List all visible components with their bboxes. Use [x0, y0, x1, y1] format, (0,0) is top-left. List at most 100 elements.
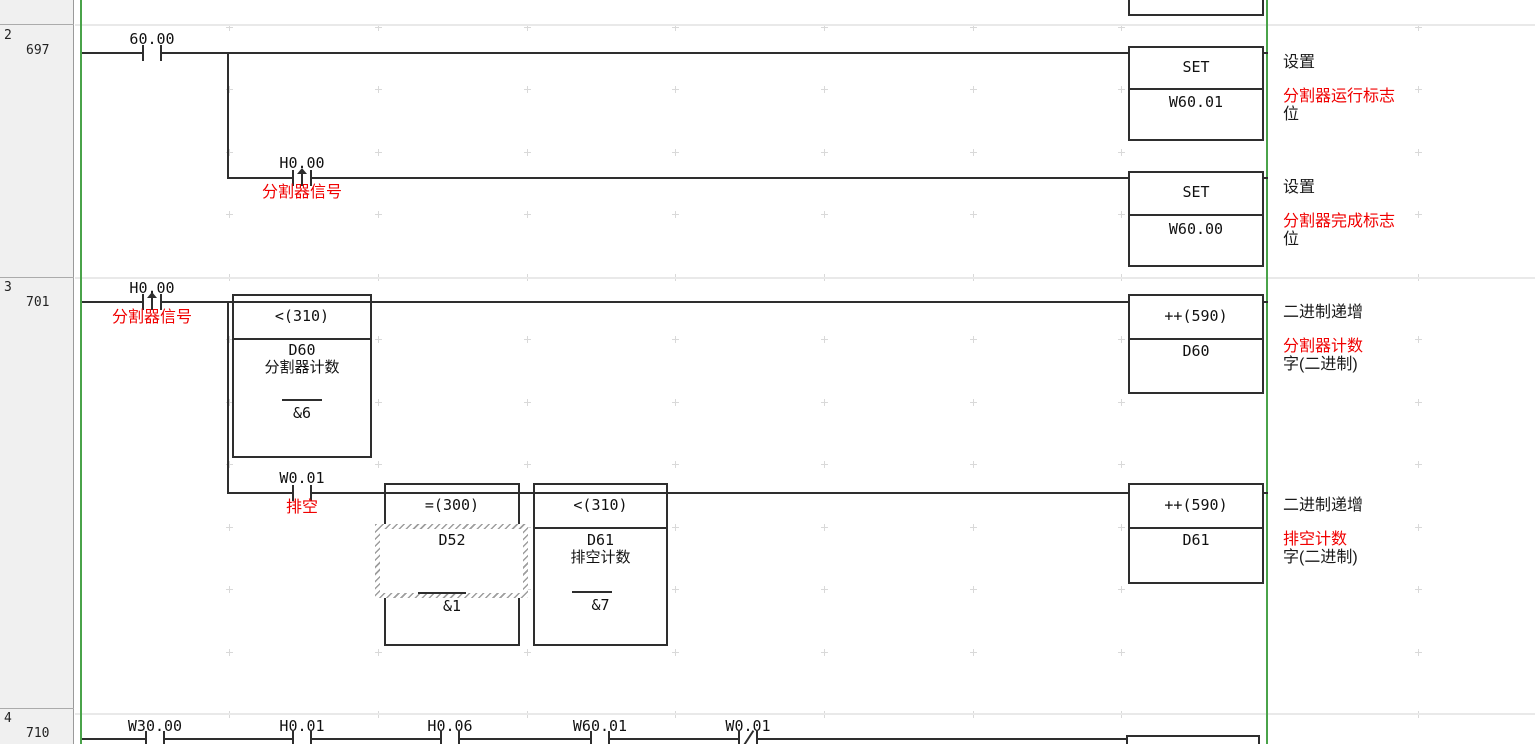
instruction-mnemonic: SET — [1182, 58, 1210, 76]
margin-cell-border — [0, 24, 74, 25]
operand: &1 — [442, 597, 462, 615]
contact-bar — [292, 485, 294, 501]
contact-address: 60.00 — [129, 30, 175, 48]
grid-dot — [226, 86, 233, 93]
wire — [1264, 492, 1268, 494]
contact-bar — [440, 731, 442, 744]
grid-dot — [672, 149, 679, 156]
grid-dot — [1415, 399, 1422, 406]
operand: W60.00 — [1168, 220, 1224, 238]
increment-instruction-block[interactable]: ++(590) D60 — [1128, 294, 1264, 394]
comment-line: 排空计数 — [1283, 531, 1348, 548]
grid-dot — [821, 336, 828, 343]
grid-dot — [672, 24, 679, 31]
contact-no[interactable] — [590, 731, 610, 744]
contact-comment: 分割器信号 — [261, 184, 342, 201]
grid-dot — [970, 211, 977, 218]
operand: D60 — [1182, 342, 1210, 360]
grid-dot — [226, 649, 233, 656]
grid-dot — [375, 149, 382, 156]
grid-dot — [821, 86, 828, 93]
contact-bar — [310, 485, 312, 501]
comment-line: 分割器运行标志 — [1283, 88, 1396, 105]
operand: &7 — [591, 596, 610, 614]
grid-dot — [970, 336, 977, 343]
contact-no[interactable] — [440, 731, 460, 744]
instruction-mnemonic: SET — [1182, 183, 1210, 201]
grid-dot — [524, 336, 531, 343]
contact-address: H0.06 — [427, 717, 473, 735]
contact-no[interactable] — [292, 485, 312, 501]
grid-dot — [1415, 524, 1422, 531]
wire — [82, 301, 1128, 303]
grid-dot — [1118, 149, 1125, 156]
contact-bar — [160, 45, 162, 61]
contact-address: H0.00 — [279, 154, 325, 172]
grid-dot — [821, 524, 828, 531]
comment-line: 字(二进制) — [1283, 549, 1358, 566]
comment-line: 位 — [1283, 106, 1300, 123]
instruction-block-partial[interactable] — [1128, 0, 1264, 16]
grid-dot — [375, 461, 382, 468]
comment-line: 分割器完成标志 — [1283, 213, 1396, 230]
grid-dot — [226, 211, 233, 218]
contact-rising-edge[interactable] — [142, 292, 162, 310]
operand-comment: 排空计数 — [570, 549, 631, 566]
contact-bar — [310, 170, 312, 186]
contact-no[interactable] — [292, 731, 312, 744]
comment-line: 分割器计数 — [1283, 338, 1364, 355]
instruction-block-partial[interactable] — [1126, 735, 1260, 744]
wire — [227, 301, 229, 494]
comment-line: 位 — [1283, 231, 1300, 248]
contact-bar — [142, 294, 144, 310]
set-instruction-block[interactable]: SET W60.01 — [1128, 46, 1264, 141]
grid-dot — [672, 586, 679, 593]
wire — [82, 52, 1128, 54]
grid-dot — [970, 86, 977, 93]
instruction-mnemonic: ++(590) — [1164, 307, 1228, 325]
grid-dot — [226, 24, 233, 31]
contact-address: H0.00 — [129, 279, 175, 297]
contact-bar — [590, 731, 592, 744]
comment-line: 设置 — [1283, 179, 1316, 196]
block-divider — [1130, 214, 1262, 216]
contact-address: W60.01 — [572, 717, 628, 735]
instruction-mnemonic: ++(590) — [1164, 496, 1228, 514]
contact-bar — [756, 731, 758, 744]
operand: &6 — [292, 404, 312, 422]
grid-dot — [1415, 586, 1422, 593]
grid-dot — [1118, 399, 1125, 406]
grid-dot — [821, 399, 828, 406]
set-instruction-block[interactable]: SET W60.00 — [1128, 171, 1264, 267]
block-divider — [234, 338, 370, 340]
compare-instruction-block[interactable]: <(310) D61 排空计数 &7 — [533, 483, 668, 646]
increment-instruction-block[interactable]: ++(590) D61 — [1128, 483, 1264, 584]
grid-dot — [970, 24, 977, 31]
grid-dot — [970, 399, 977, 406]
grid-dot — [970, 649, 977, 656]
block-divider — [1130, 338, 1262, 340]
grid-dot — [375, 86, 382, 93]
contact-nc[interactable] — [738, 730, 758, 744]
instruction-mnemonic: <(310) — [274, 307, 330, 325]
grid-dot — [672, 86, 679, 93]
grid-dot — [375, 24, 382, 31]
grid-dot — [672, 649, 679, 656]
grid-dot — [226, 399, 233, 406]
grid-dot — [1118, 211, 1125, 218]
grid-dot — [524, 399, 531, 406]
operand-separator — [418, 592, 466, 594]
contact-no[interactable] — [142, 45, 162, 61]
contact-comment: 分割器信号 — [111, 309, 192, 326]
rung-margin: 2 697 3 701 4 710 — [0, 0, 74, 744]
grid-dot — [226, 149, 233, 156]
contact-no[interactable] — [145, 731, 165, 744]
contact-bar — [458, 731, 460, 744]
rung-number: 3 — [4, 280, 12, 295]
contact-address: W0.01 — [279, 469, 325, 487]
compare-instruction-block[interactable]: <(310) D60 分割器计数 &6 — [232, 294, 372, 458]
contact-address: W30.00 — [127, 717, 183, 735]
grid-dot — [1415, 24, 1422, 31]
grid-dot — [821, 24, 828, 31]
contact-rising-edge[interactable] — [292, 168, 312, 186]
